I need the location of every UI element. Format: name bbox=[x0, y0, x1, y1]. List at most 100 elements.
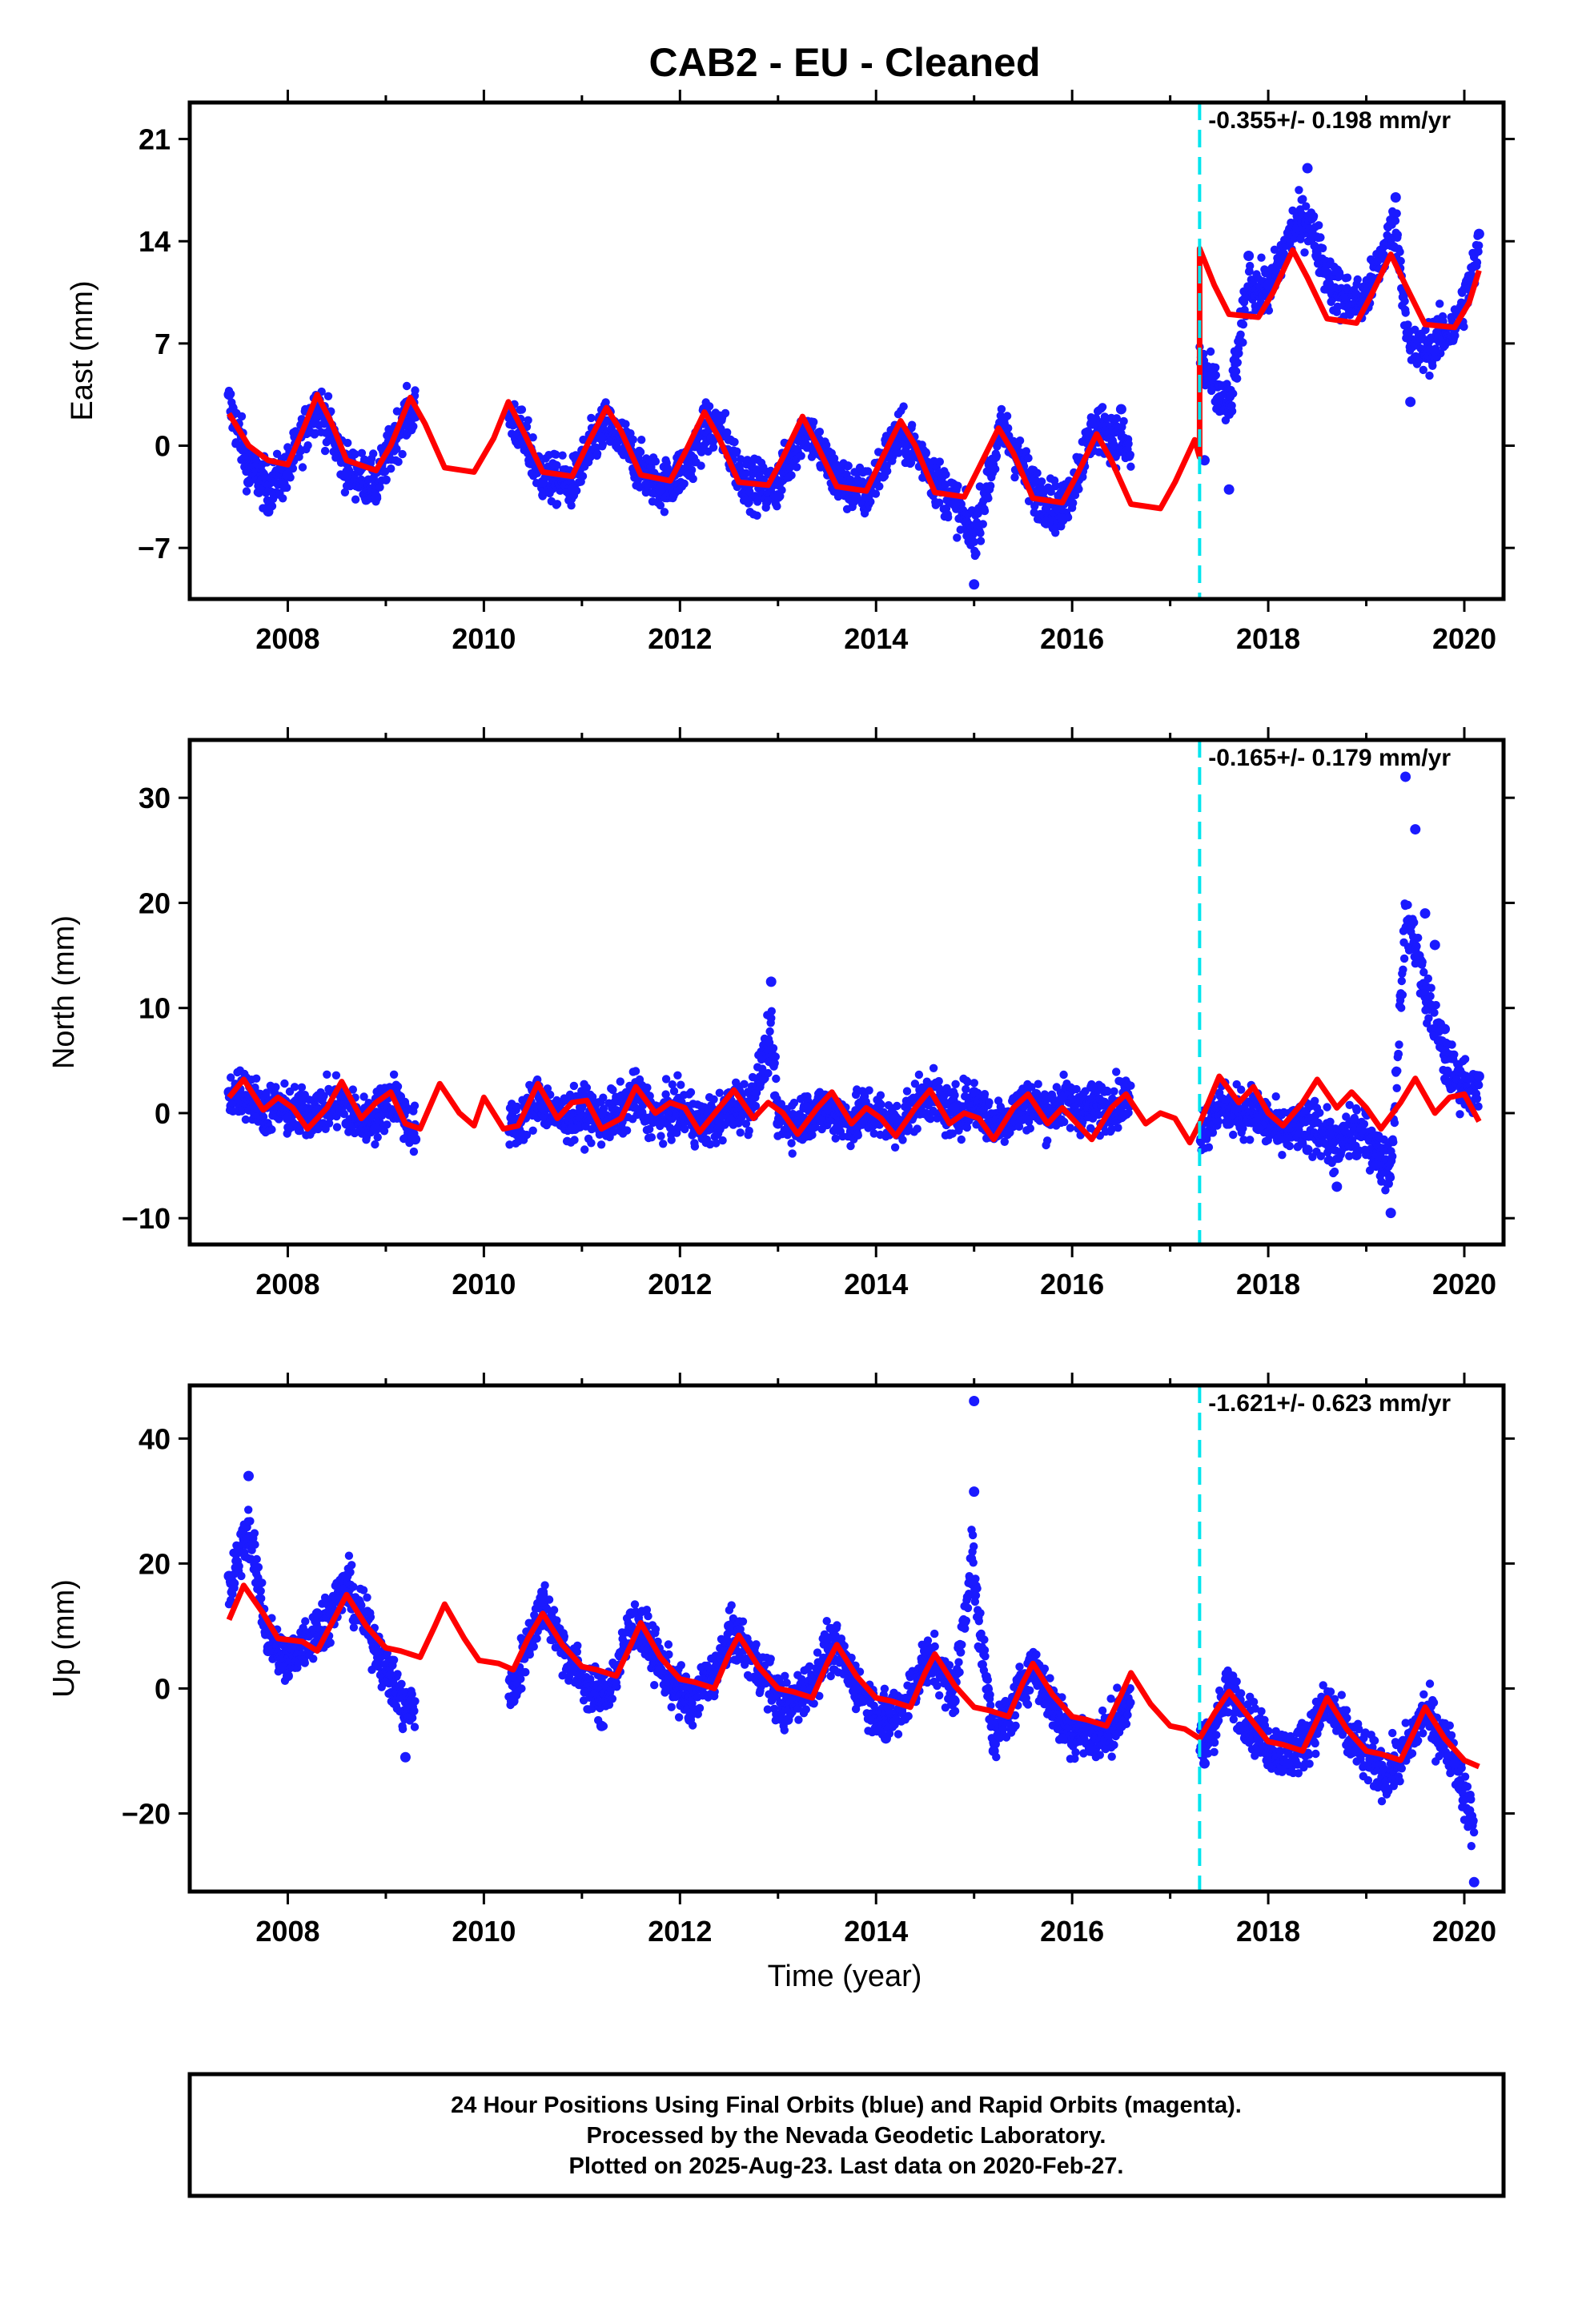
observation-point bbox=[1086, 1745, 1098, 1756]
observation-point bbox=[1410, 824, 1421, 835]
observation-point bbox=[1199, 1128, 1210, 1140]
plot-frame bbox=[187, 100, 1506, 601]
y-axis-label: North (mm) bbox=[47, 915, 81, 1069]
observation-point bbox=[685, 469, 696, 480]
observation-point bbox=[1405, 396, 1416, 408]
figure-title: CAB2 - EU - Cleaned bbox=[649, 40, 1041, 85]
plot-content bbox=[223, 1385, 1480, 1892]
observation-point bbox=[919, 448, 930, 459]
observation-point bbox=[1199, 1758, 1210, 1769]
observation-point bbox=[1385, 1208, 1396, 1219]
observation-point bbox=[1351, 1149, 1362, 1160]
plot-frame bbox=[187, 738, 1506, 1247]
observation-point bbox=[724, 1620, 735, 1631]
x-tick-label: 2010 bbox=[452, 1268, 516, 1301]
x-tick-label: 2016 bbox=[1040, 1915, 1104, 1948]
observation-point bbox=[831, 1124, 842, 1135]
north-panel: −10 0 10 20 30 2008 2010 2012 2014 2016 2018 2020 No… bbox=[47, 727, 1515, 1301]
y-tick-label: −10 bbox=[122, 1202, 171, 1235]
observation-point bbox=[282, 1671, 293, 1682]
y-tick-label: 14 bbox=[139, 225, 171, 258]
observation-point bbox=[400, 1751, 411, 1763]
observation-point bbox=[890, 1113, 901, 1124]
observation-point bbox=[998, 418, 1009, 429]
y-tick-label: 0 bbox=[155, 1672, 171, 1705]
observation-point bbox=[567, 1664, 578, 1675]
observation-point bbox=[537, 1102, 548, 1113]
observation-point bbox=[1400, 771, 1411, 782]
observation-point bbox=[1419, 908, 1431, 919]
observation-point bbox=[655, 484, 666, 495]
plot-content bbox=[223, 740, 1484, 1244]
observation-point bbox=[1283, 1758, 1294, 1769]
observation-point bbox=[311, 1608, 323, 1619]
footer-line-2: Processed by the Nevada Geodetic Laborat… bbox=[587, 2123, 1106, 2149]
observation-point bbox=[263, 506, 274, 517]
observation-point bbox=[655, 1118, 666, 1129]
observation-point bbox=[655, 1664, 666, 1675]
x-tick-label: 2012 bbox=[648, 1915, 712, 1948]
observation-point bbox=[969, 579, 980, 590]
observation-point bbox=[1086, 418, 1098, 429]
observation-point bbox=[243, 476, 254, 488]
observation-point bbox=[1429, 345, 1440, 356]
observation-point bbox=[802, 1102, 813, 1113]
observation-point bbox=[1223, 484, 1235, 495]
observation-point bbox=[243, 1470, 254, 1482]
y-axis-label: Up (mm) bbox=[47, 1579, 81, 1698]
observation-point bbox=[988, 1745, 999, 1756]
observation-point bbox=[713, 411, 725, 422]
x-tick-label: 2020 bbox=[1432, 1268, 1496, 1301]
observation-point bbox=[949, 498, 960, 509]
footer-line-3: Plotted on 2025-Aug-23. Last data on 202… bbox=[569, 2153, 1124, 2179]
observation-point bbox=[851, 1683, 862, 1694]
observation-point bbox=[537, 1589, 548, 1600]
observation-point bbox=[1272, 1134, 1283, 1145]
observation-point bbox=[596, 1108, 607, 1119]
observation-point bbox=[919, 1646, 930, 1657]
observation-point bbox=[1331, 1181, 1343, 1192]
observation-point bbox=[1429, 939, 1440, 951]
model-fit-line bbox=[226, 1582, 1480, 1770]
plot-area bbox=[190, 1385, 1504, 1892]
y-tick-label: 0 bbox=[155, 430, 171, 463]
observation-point bbox=[821, 1633, 833, 1644]
y-tick-label: 20 bbox=[139, 887, 171, 919]
observation-point bbox=[341, 1118, 352, 1129]
observation-point bbox=[1473, 228, 1484, 239]
observation-point bbox=[1371, 1160, 1382, 1172]
observation-point bbox=[371, 1646, 382, 1657]
velocity-annotation: -0.165+/- 0.179 mm/yr bbox=[1208, 745, 1451, 771]
observation-point bbox=[1263, 279, 1274, 291]
x-tick-label: 2012 bbox=[648, 622, 712, 655]
observation-point bbox=[949, 1102, 960, 1113]
observation-point bbox=[1115, 1720, 1126, 1731]
observation-point bbox=[1468, 1876, 1480, 1888]
observation-point bbox=[1302, 1144, 1313, 1156]
footer-box: 24 Hour Positions Using Final Orbits (bl… bbox=[187, 2072, 1506, 2198]
up-panel: −20 0 20 40 2008 2010 2012 2014 2016 2018 2020 Up (… bbox=[47, 1373, 1515, 1948]
observation-point bbox=[1454, 1065, 1465, 1076]
observation-point bbox=[1243, 250, 1255, 261]
observation-point bbox=[1057, 1092, 1068, 1103]
observation-point bbox=[596, 432, 607, 444]
y-tick-label: 10 bbox=[139, 992, 171, 1025]
observation-point bbox=[371, 491, 382, 502]
observation-point bbox=[1390, 192, 1401, 203]
footer-line-1: 24 Hour Positions Using Final Orbits (bl… bbox=[451, 2093, 1242, 2118]
y-tick-label: 30 bbox=[139, 782, 171, 814]
observation-point bbox=[311, 1092, 323, 1103]
observation-point bbox=[263, 1646, 274, 1657]
observation-point bbox=[1086, 1081, 1098, 1092]
observation-point bbox=[1057, 513, 1068, 525]
model-fit-line bbox=[227, 1073, 1482, 1146]
observation-point bbox=[1380, 1783, 1391, 1794]
y-tick-label: 0 bbox=[155, 1097, 171, 1130]
plot-content bbox=[223, 103, 1484, 599]
observation-point bbox=[1302, 163, 1313, 174]
velocity-annotation: -1.621+/- 0.623 mm/yr bbox=[1208, 1390, 1451, 1417]
observation-point bbox=[567, 1124, 578, 1135]
x-tick-label: 2010 bbox=[452, 1915, 516, 1948]
x-tick-label: 2014 bbox=[844, 1268, 908, 1301]
observation-point bbox=[625, 1608, 636, 1619]
